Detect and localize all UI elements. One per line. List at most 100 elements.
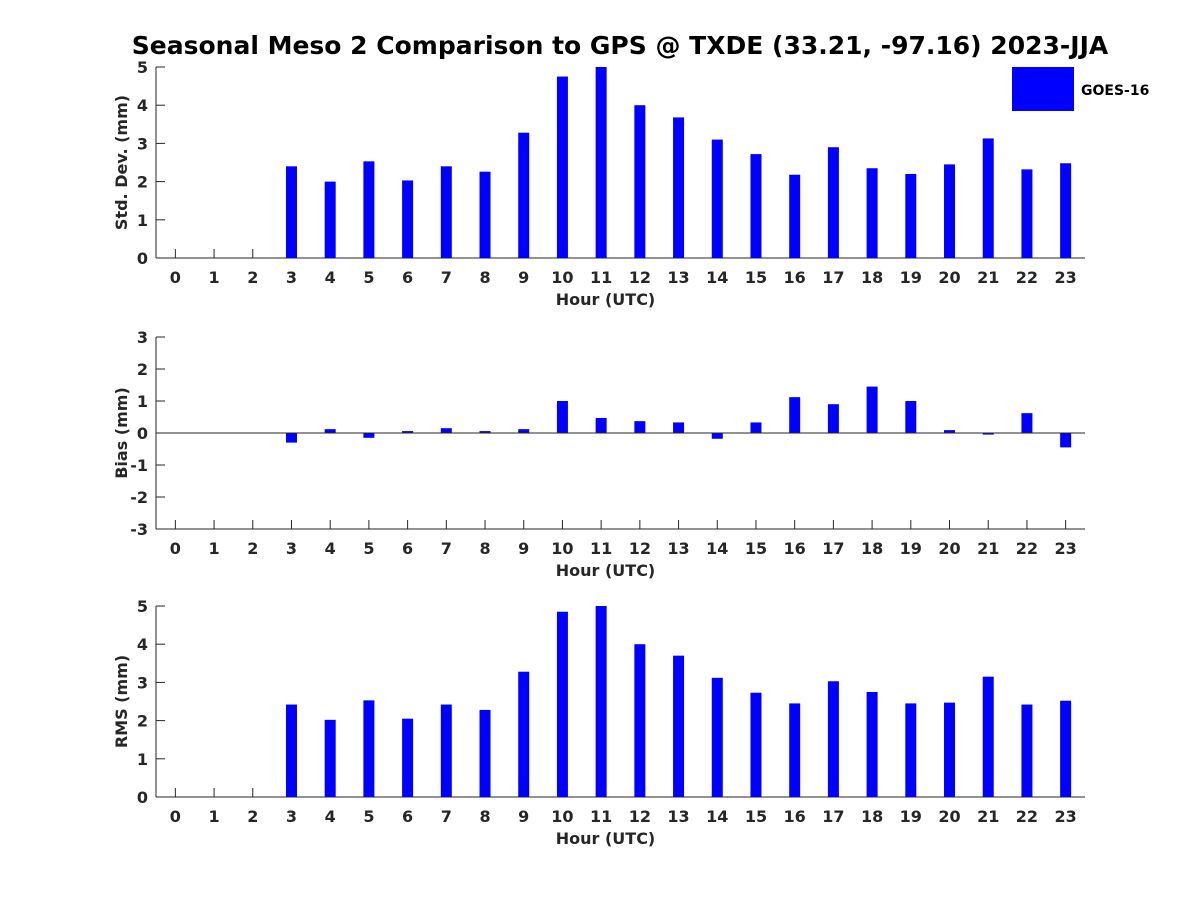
- bar-hour-23: [1060, 163, 1072, 258]
- x-tick-label: 11: [590, 807, 612, 826]
- bar-hour-4: [324, 181, 336, 258]
- x-tick-label: 4: [325, 807, 336, 826]
- bar-hour-8: [479, 431, 491, 433]
- y-tick-label: 2: [137, 712, 148, 731]
- bar-hour-12: [634, 105, 646, 258]
- x-tick-label: 22: [1016, 268, 1038, 287]
- x-tick-label: 8: [479, 807, 490, 826]
- x-tick-label: 7: [441, 807, 452, 826]
- x-tick-label: 21: [977, 268, 999, 287]
- bar-hour-11: [595, 606, 607, 797]
- x-tick-label: 14: [706, 807, 728, 826]
- x-tick-label: 23: [1055, 539, 1077, 558]
- x-tick-label: 11: [590, 268, 612, 287]
- y-tick-label: 3: [137, 134, 148, 153]
- y-axis-label: Bias (mm): [112, 387, 131, 479]
- x-tick-label: 21: [977, 539, 999, 558]
- x-tick-label: 17: [822, 539, 844, 558]
- bar-hour-22: [1021, 413, 1033, 433]
- bar-hour-11: [595, 67, 607, 258]
- bar-hour-23: [1060, 433, 1072, 448]
- x-tick-label: 15: [745, 539, 767, 558]
- x-tick-label: 22: [1016, 807, 1038, 826]
- bar-hour-21: [982, 676, 994, 797]
- x-axis-label: Hour (UTC): [556, 829, 656, 848]
- bar-hour-20: [944, 164, 956, 258]
- x-tick-label: 18: [861, 807, 883, 826]
- bar-hour-15: [750, 154, 762, 258]
- x-tick-label: 12: [629, 539, 651, 558]
- bar-hour-6: [402, 180, 414, 258]
- x-tick-label: 8: [479, 268, 490, 287]
- bar-hour-6: [402, 718, 414, 797]
- bar-hour-13: [673, 655, 685, 797]
- legend-label-goes-16: GOES-16: [1081, 83, 1149, 99]
- bar-hour-17: [827, 147, 839, 258]
- bar-hour-14: [711, 433, 723, 439]
- bar-hour-10: [556, 401, 568, 433]
- y-tick-label: 1: [137, 392, 148, 411]
- x-tick-label: 9: [518, 268, 529, 287]
- x-axis-label: Hour (UTC): [556, 290, 656, 309]
- bar-hour-20: [944, 702, 956, 797]
- x-tick-label: 13: [667, 268, 689, 287]
- x-tick-label: 20: [938, 268, 960, 287]
- x-tick-label: 15: [745, 268, 767, 287]
- bar-hour-7: [440, 166, 452, 258]
- x-tick-label: 15: [745, 807, 767, 826]
- x-tick-label: 20: [938, 539, 960, 558]
- x-tick-label: 2: [247, 539, 258, 558]
- bar-hour-5: [363, 161, 375, 258]
- bar-hour-13: [673, 422, 685, 433]
- y-tick-label: 4: [137, 635, 148, 654]
- bar-hour-22: [1021, 704, 1033, 797]
- legend-swatch-goes-16: [1012, 67, 1074, 111]
- y-tick-label: -2: [130, 488, 148, 507]
- x-tick-label: 6: [402, 539, 413, 558]
- x-tick-label: 5: [363, 268, 374, 287]
- x-tick-label: 8: [479, 539, 490, 558]
- x-tick-label: 19: [900, 539, 922, 558]
- y-tick-label: -3: [130, 520, 148, 539]
- y-tick-label: 5: [137, 58, 148, 77]
- x-axis-label: Hour (UTC): [556, 561, 656, 580]
- x-tick-label: 1: [208, 539, 219, 558]
- x-tick-label: 3: [286, 539, 297, 558]
- x-tick-label: 1: [208, 807, 219, 826]
- bar-hour-3: [285, 166, 297, 258]
- x-tick-label: 12: [629, 268, 651, 287]
- x-tick-label: 2: [247, 807, 258, 826]
- x-tick-label: 9: [518, 539, 529, 558]
- bar-hour-18: [866, 168, 878, 258]
- x-tick-label: 0: [170, 807, 181, 826]
- y-tick-label: 2: [137, 360, 148, 379]
- bar-hour-10: [556, 611, 568, 797]
- y-tick-label: 5: [137, 597, 148, 616]
- bar-hour-8: [479, 171, 491, 258]
- y-axis-label: RMS (mm): [112, 655, 131, 748]
- bar-hour-23: [1060, 700, 1072, 797]
- bar-hour-5: [363, 700, 375, 797]
- bar-hour-14: [711, 139, 723, 258]
- x-tick-label: 4: [325, 268, 336, 287]
- bar-hour-14: [711, 677, 723, 797]
- chart-title: Seasonal Meso 2 Comparison to GPS @ TXDE…: [132, 31, 1109, 60]
- x-tick-label: 19: [900, 807, 922, 826]
- y-tick-label: 3: [137, 673, 148, 692]
- x-tick-label: 5: [363, 539, 374, 558]
- bar-hour-3: [285, 704, 297, 797]
- bar-hour-13: [673, 117, 685, 258]
- x-tick-label: 3: [286, 807, 297, 826]
- bar-hour-16: [789, 397, 801, 433]
- bar-hour-19: [905, 401, 917, 433]
- bar-hour-21: [982, 433, 994, 435]
- bar-hour-6: [402, 431, 414, 433]
- bar-hour-16: [789, 703, 801, 797]
- bar-hour-17: [827, 681, 839, 797]
- x-tick-label: 10: [551, 539, 573, 558]
- bar-hour-21: [982, 138, 994, 258]
- x-tick-label: 18: [861, 539, 883, 558]
- y-tick-label: 1: [137, 750, 148, 769]
